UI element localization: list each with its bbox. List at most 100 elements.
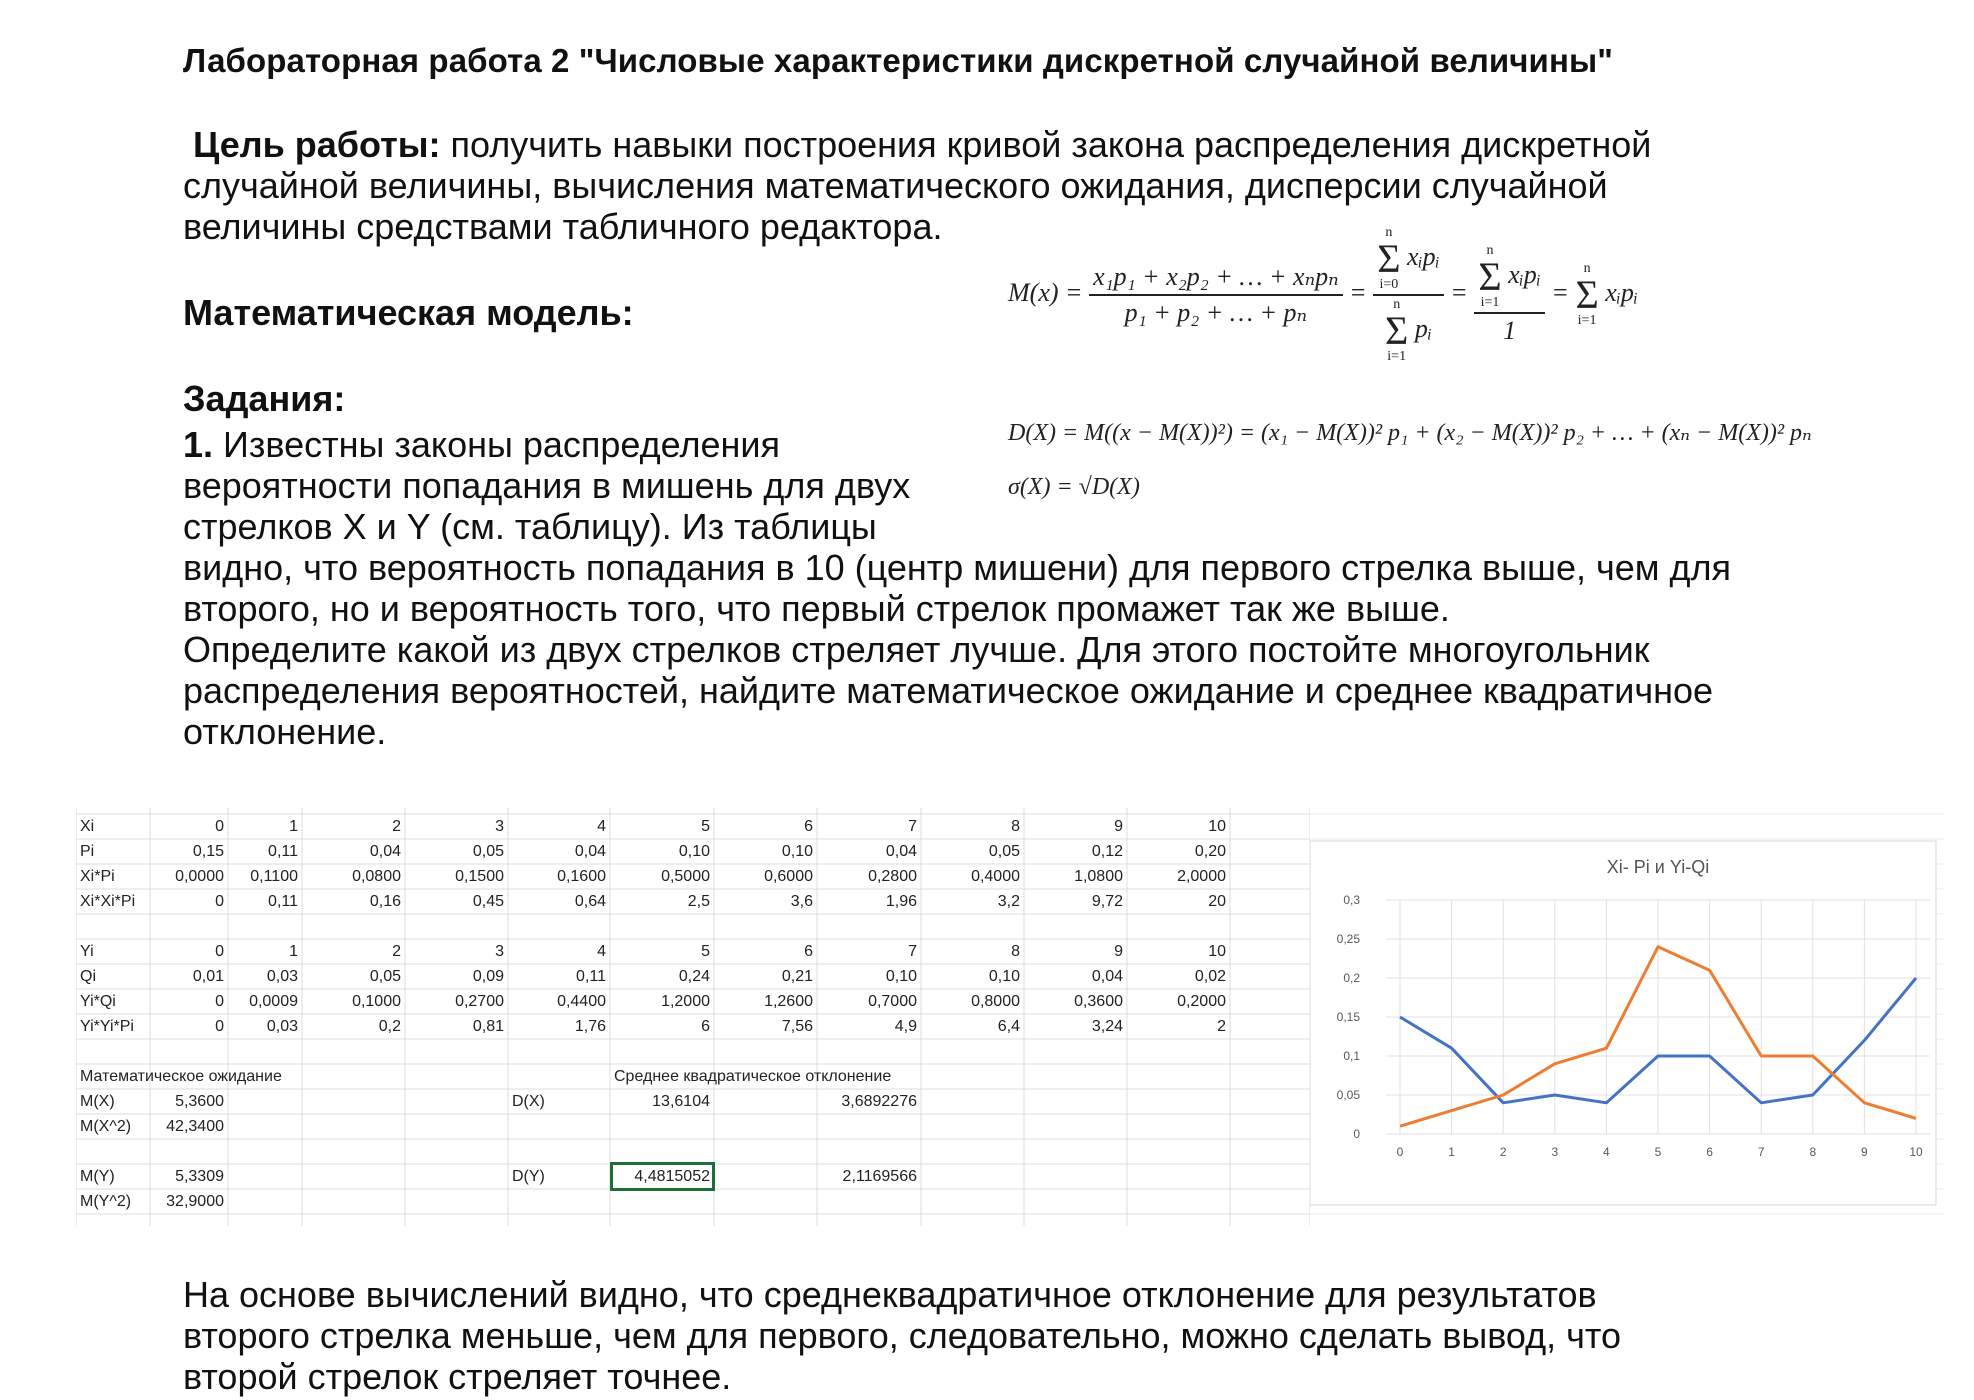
- table-cell[interactable]: 0,4400: [557, 993, 606, 1010]
- my-value-cell[interactable]: 5,3309: [175, 1168, 224, 1185]
- table-cell[interactable]: 0: [215, 943, 224, 960]
- table-cell[interactable]: 0,11: [268, 893, 298, 910]
- table-cell[interactable]: 0: [215, 993, 224, 1010]
- row-label-cell[interactable]: Yi*Yi*Pi: [80, 1018, 134, 1035]
- table-cell[interactable]: 20: [1208, 893, 1226, 910]
- table-cell[interactable]: 2: [392, 943, 401, 960]
- table-cell[interactable]: 0: [215, 893, 224, 910]
- mx-label-cell[interactable]: M(X): [80, 1093, 115, 1110]
- table-cell[interactable]: 0,64: [574, 893, 606, 910]
- table-cell[interactable]: 0,1000: [352, 993, 401, 1010]
- table-cell[interactable]: 0,05: [369, 968, 401, 985]
- table-cell[interactable]: 1,96: [885, 893, 917, 910]
- table-cell[interactable]: 0,10: [781, 843, 813, 860]
- table-cell[interactable]: 3,2: [997, 893, 1020, 910]
- table-cell[interactable]: 0,03: [266, 968, 298, 985]
- table-cell[interactable]: 0,45: [472, 893, 504, 910]
- table-cell[interactable]: 0,01: [192, 968, 224, 985]
- table-cell[interactable]: 6: [701, 1018, 710, 1035]
- table-cell[interactable]: 0,04: [1091, 968, 1123, 985]
- sy-value-cell[interactable]: 2,1169566: [842, 1168, 917, 1185]
- table-cell[interactable]: 0,7000: [868, 993, 917, 1010]
- table-cell[interactable]: 0,21: [781, 968, 813, 985]
- row-label-cell[interactable]: Xi*Xi*Pi: [80, 893, 136, 910]
- mean-header-cell[interactable]: Математическое ожидание: [80, 1068, 282, 1085]
- table-cell[interactable]: 6: [804, 818, 813, 835]
- table-cell[interactable]: 9,72: [1091, 893, 1123, 910]
- table-cell[interactable]: 0,10: [988, 968, 1020, 985]
- dx-value-cell[interactable]: 13,6104: [652, 1093, 710, 1110]
- table-cell[interactable]: 0,04: [369, 843, 401, 860]
- table-cell[interactable]: 5: [701, 818, 710, 835]
- table-cell[interactable]: 0,2: [378, 1018, 401, 1035]
- table-cell[interactable]: 2: [392, 818, 401, 835]
- my2-value-cell[interactable]: 32,9000: [166, 1193, 224, 1210]
- table-cell[interactable]: 0,0009: [249, 993, 298, 1010]
- row-label-cell[interactable]: Xi*Pi: [80, 868, 115, 885]
- row-label-cell[interactable]: Xi: [80, 818, 95, 835]
- row-label-cell[interactable]: Pi: [80, 843, 95, 860]
- table-cell[interactable]: 0,15: [192, 843, 224, 860]
- table-cell[interactable]: 9: [1114, 943, 1123, 960]
- table-cell[interactable]: 0,12: [1091, 843, 1123, 860]
- row-label-cell[interactable]: Qi: [80, 968, 96, 985]
- table-cell[interactable]: 2: [1217, 1018, 1226, 1035]
- table-cell[interactable]: 3,6: [790, 893, 813, 910]
- row-label-cell[interactable]: Yi*Qi: [80, 993, 116, 1010]
- table-cell[interactable]: 9: [1114, 818, 1123, 835]
- table-cell[interactable]: 1,76: [574, 1018, 606, 1035]
- table-cell[interactable]: 0,8000: [971, 993, 1020, 1010]
- mx2-label-cell[interactable]: M(X^2): [80, 1118, 132, 1135]
- table-cell[interactable]: 0,1500: [455, 868, 504, 885]
- table-cell[interactable]: 5: [701, 943, 710, 960]
- table-cell[interactable]: 0,0000: [175, 868, 224, 885]
- table-cell[interactable]: 7,56: [781, 1018, 813, 1035]
- table-cell[interactable]: 0,04: [885, 843, 917, 860]
- table-cell[interactable]: 7: [908, 818, 917, 835]
- sx-value-cell[interactable]: 3,6892276: [841, 1093, 917, 1110]
- selected-cell[interactable]: [610, 1162, 715, 1191]
- table-cell[interactable]: 0,0800: [352, 868, 401, 885]
- row-label-cell[interactable]: Yi: [80, 943, 94, 960]
- table-cell[interactable]: 0,2000: [1177, 993, 1226, 1010]
- table-cell[interactable]: 0,02: [1194, 968, 1226, 985]
- table-cell[interactable]: 0,04: [574, 843, 606, 860]
- mx2-value-cell[interactable]: 42,3400: [166, 1118, 224, 1135]
- table-cell[interactable]: 0,16: [369, 893, 401, 910]
- table-cell[interactable]: 6: [804, 943, 813, 960]
- table-cell[interactable]: 0,5000: [661, 868, 710, 885]
- table-cell[interactable]: 0,05: [472, 843, 504, 860]
- table-cell[interactable]: 8: [1011, 818, 1020, 835]
- my-label-cell[interactable]: M(Y): [80, 1168, 115, 1185]
- table-cell[interactable]: 0,1600: [557, 868, 606, 885]
- my2-label-cell[interactable]: M(Y^2): [80, 1193, 132, 1210]
- table-cell[interactable]: 0,3600: [1074, 993, 1123, 1010]
- table-cell[interactable]: 1,2600: [764, 993, 813, 1010]
- table-cell[interactable]: 0,4000: [971, 868, 1020, 885]
- table-cell[interactable]: 4,9: [894, 1018, 917, 1035]
- table-cell[interactable]: 2,0000: [1177, 868, 1226, 885]
- table-cell[interactable]: 0,2700: [455, 993, 504, 1010]
- table-cell[interactable]: 0,05: [988, 843, 1020, 860]
- dx-label-cell[interactable]: D(X): [512, 1093, 545, 1110]
- mx-value-cell[interactable]: 5,3600: [175, 1093, 224, 1110]
- table-cell[interactable]: 0,11: [576, 968, 606, 985]
- table-cell[interactable]: 7: [908, 943, 917, 960]
- table-cell[interactable]: 3: [495, 818, 504, 835]
- table-cell[interactable]: 1: [289, 943, 298, 960]
- table-cell[interactable]: 6,4: [997, 1018, 1020, 1035]
- table-cell[interactable]: 0,2800: [868, 868, 917, 885]
- table-cell[interactable]: 0,6000: [764, 868, 813, 885]
- table-cell[interactable]: 10: [1208, 943, 1226, 960]
- table-cell[interactable]: 1: [289, 818, 298, 835]
- table-cell[interactable]: 1,2000: [661, 993, 710, 1010]
- dy-label-cell[interactable]: D(Y): [512, 1168, 545, 1185]
- table-cell[interactable]: 4: [597, 818, 606, 835]
- table-cell[interactable]: 0,03: [266, 1018, 298, 1035]
- table-cell[interactable]: 1,0800: [1074, 868, 1123, 885]
- table-cell[interactable]: 3,24: [1091, 1018, 1123, 1035]
- table-cell[interactable]: 0,1100: [250, 868, 298, 885]
- table-cell[interactable]: 3: [495, 943, 504, 960]
- table-cell[interactable]: 0: [215, 1018, 224, 1035]
- table-cell[interactable]: 0,81: [472, 1018, 504, 1035]
